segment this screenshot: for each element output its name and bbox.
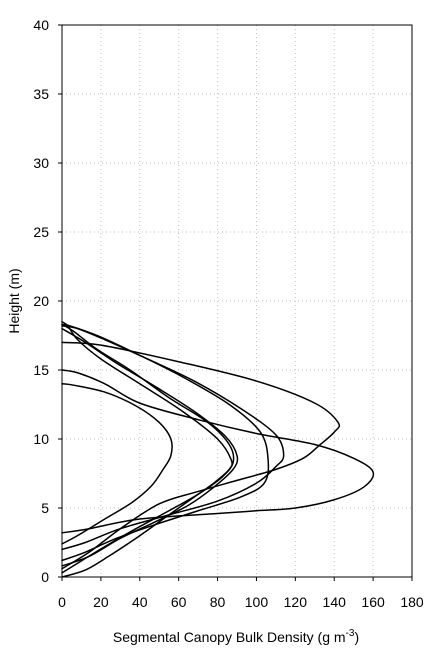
y-tick-label: 30 xyxy=(33,155,49,171)
y-tick-label: 10 xyxy=(33,431,49,447)
tick-labels: 0 20 40 60 80 100 120 140 160 180 0 5 10 15 20 25 30 35 40 xyxy=(33,17,423,610)
x-tick-label: 160 xyxy=(361,594,385,610)
x-tick-label: 100 xyxy=(245,594,269,610)
y-tick-label: 40 xyxy=(33,17,49,33)
x-tick-label: 120 xyxy=(284,594,308,610)
series-line-1 xyxy=(61,320,233,578)
series-line-6 xyxy=(61,383,173,545)
grid-lines xyxy=(62,25,412,577)
x-axis-title-superscript: -3 xyxy=(346,628,355,639)
x-tick-label: 140 xyxy=(323,594,347,610)
y-tick-label: 5 xyxy=(41,500,49,516)
y-tick-label: 35 xyxy=(33,86,49,102)
series-line-7 xyxy=(61,369,375,534)
x-tick-label: 40 xyxy=(132,594,148,610)
x-axis-title: Segmental Canopy Bulk Density (g m-3) xyxy=(113,628,359,645)
series-line-5 xyxy=(61,325,285,551)
x-axis-title-suffix: ) xyxy=(354,629,359,645)
series-line-4 xyxy=(61,323,270,562)
x-tick-label: 80 xyxy=(210,594,226,610)
series-line-8 xyxy=(61,341,341,570)
x-tick-label: 180 xyxy=(400,594,424,610)
y-tick-label: 20 xyxy=(33,293,49,309)
x-axis-title-main: Segmental Canopy Bulk Density (g m xyxy=(113,629,346,645)
series-line-3 xyxy=(61,327,239,567)
x-tick-label: 0 xyxy=(58,594,66,610)
y-tick-label: 25 xyxy=(33,224,49,240)
y-tick-label: 0 xyxy=(41,569,49,585)
y-tick-label: 15 xyxy=(33,362,49,378)
series-line-2 xyxy=(61,323,235,574)
axes xyxy=(58,24,413,581)
y-axis-title: Height (m) xyxy=(6,268,22,333)
x-tick-label: 60 xyxy=(171,594,187,610)
series-lines xyxy=(61,320,375,578)
x-tick-label: 20 xyxy=(93,594,109,610)
plot-frame xyxy=(61,24,413,578)
